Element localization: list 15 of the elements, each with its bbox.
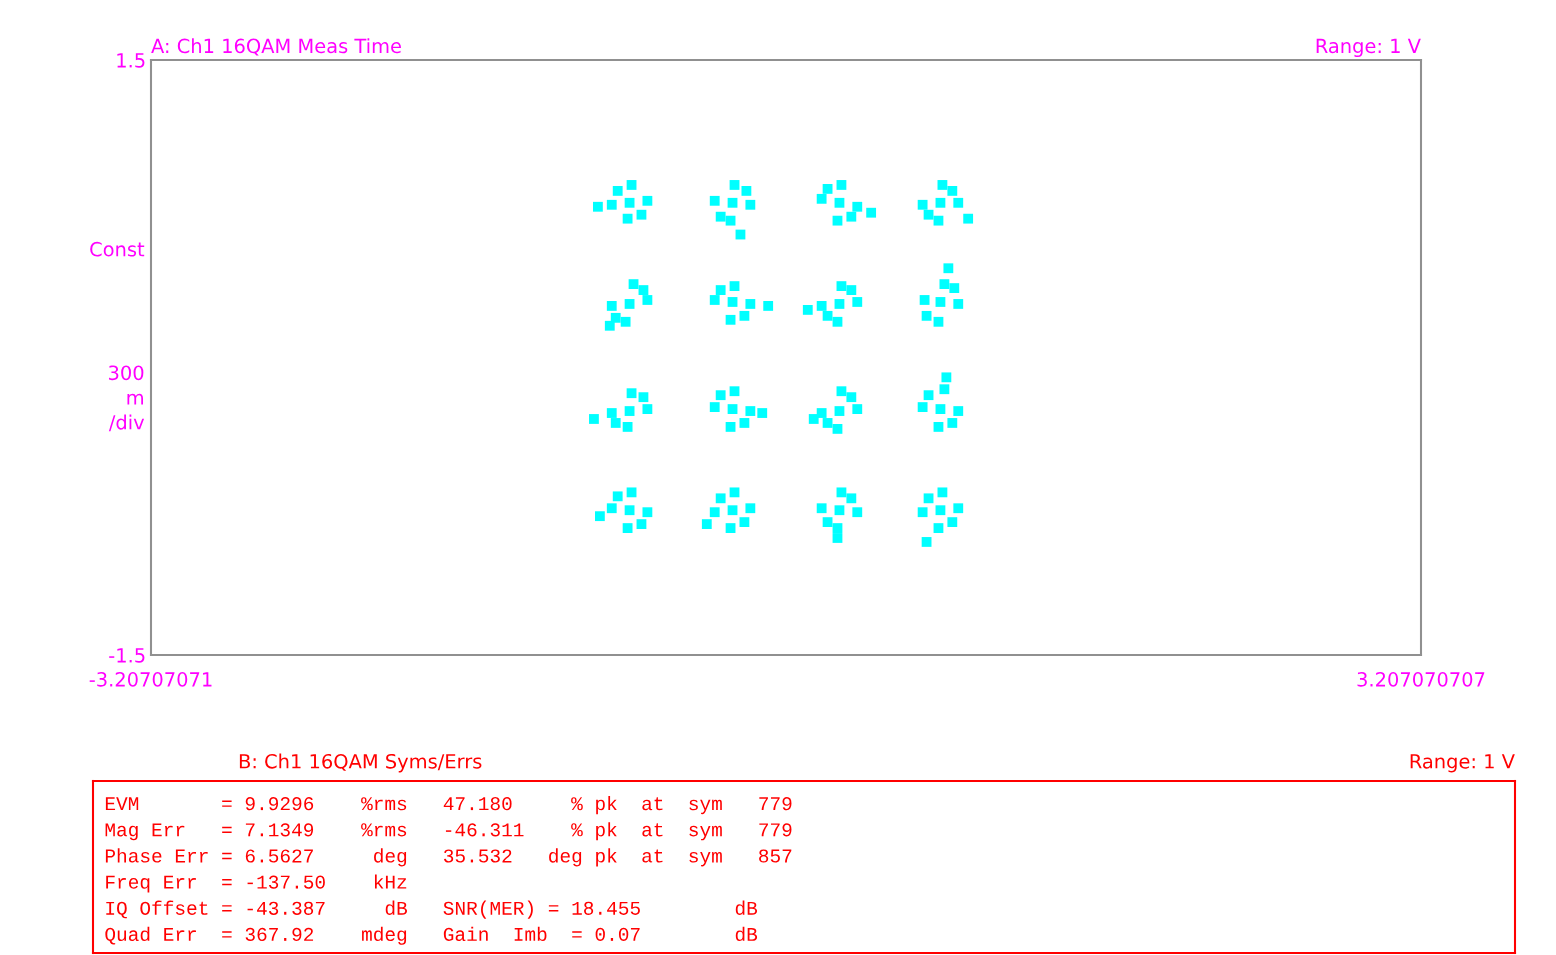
x-tick-label: -3.20707071	[89, 672, 212, 687]
text: Phase Err = 6.5627 deg 35.532 deg pk at sym 857	[105, 848, 792, 867]
text: Mag Err = 7.1349 %rms -46.311 % pk at sym 779	[105, 822, 792, 841]
text: Quad Err = 367.92 mdeg Gain Imb = 0.07 dB	[105, 926, 758, 945]
text: IQ Offset = -43.387 dB SNR(MER) = 18.455 dB	[106, 900, 758, 919]
chart-title: A: Ch1 16QAM Meas Time	[151, 38, 401, 56]
y-tick-label: 1.5	[117, 53, 145, 68]
text: Freq Err = -137.50 kHz	[106, 874, 407, 893]
y-tick-label: -1.5	[109, 648, 145, 663]
chart-subtitle: Range: 1 V	[1316, 38, 1421, 58]
text: Const 300 m /div	[90, 241, 145, 432]
x-tick-label: 3.207070707	[1357, 672, 1485, 687]
text: Range: 1 V	[1410, 754, 1515, 773]
text: B: Ch1 16QAM Syms/Errs	[239, 753, 482, 773]
text: EVM = 9.9296 %rms 47.180 % pk at sym 779	[105, 796, 792, 815]
